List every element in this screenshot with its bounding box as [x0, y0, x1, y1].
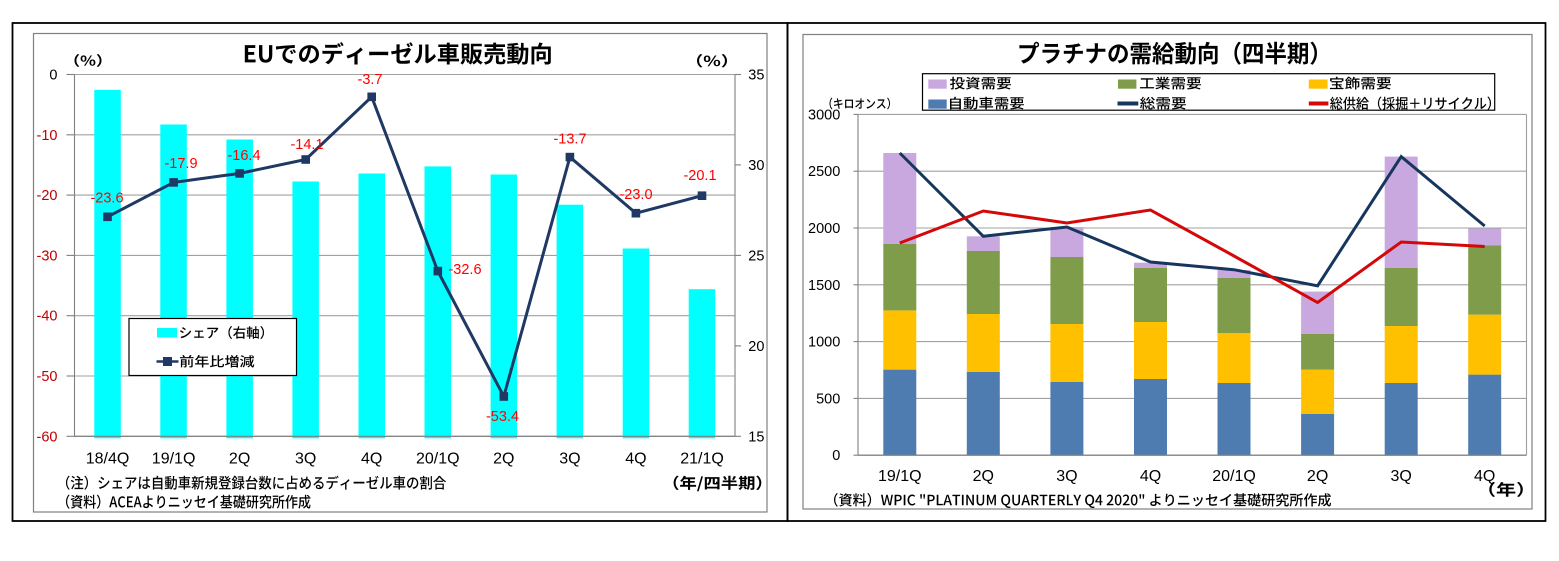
svg-text:500: 500 [816, 391, 840, 407]
svg-text:4Q: 4Q [1474, 468, 1495, 485]
svg-text:2000: 2000 [808, 221, 840, 237]
svg-text:2500: 2500 [808, 164, 840, 180]
svg-text:18/4Q: 18/4Q [86, 451, 130, 468]
svg-text:3Q: 3Q [559, 451, 580, 468]
svg-text:-40: -40 [37, 309, 58, 325]
svg-text:3Q: 3Q [1391, 468, 1412, 485]
svg-text:-10: -10 [37, 128, 58, 144]
svg-text:20: 20 [748, 339, 764, 355]
svg-text:2Q: 2Q [1307, 468, 1328, 485]
svg-text:-23.0: -23.0 [619, 187, 652, 203]
svg-text:-13.7: -13.7 [553, 132, 586, 148]
svg-text:-30: -30 [37, 248, 58, 264]
svg-text:20/1Q: 20/1Q [1212, 468, 1256, 485]
svg-text:19/1Q: 19/1Q [152, 451, 196, 468]
svg-text:15: 15 [748, 429, 764, 445]
svg-text:-16.4: -16.4 [227, 148, 260, 164]
svg-text:4Q: 4Q [625, 451, 646, 468]
svg-text:30: 30 [748, 158, 764, 174]
svg-text:0: 0 [49, 68, 57, 84]
svg-text:2Q: 2Q [493, 451, 514, 468]
svg-text:-14.1: -14.1 [290, 137, 323, 153]
svg-text:-60: -60 [37, 429, 58, 445]
svg-text:-53.4: -53.4 [486, 409, 519, 425]
svg-text:35: 35 [748, 68, 764, 84]
svg-text:-20.1: -20.1 [683, 168, 716, 184]
svg-text:3000: 3000 [808, 107, 840, 123]
svg-text:3Q: 3Q [295, 451, 316, 468]
svg-text:2Q: 2Q [973, 468, 994, 485]
svg-text:21/1Q: 21/1Q [680, 451, 724, 468]
svg-text:2Q: 2Q [229, 451, 250, 468]
svg-text:4Q: 4Q [1140, 468, 1161, 485]
svg-text:20/1Q: 20/1Q [416, 451, 460, 468]
svg-text:-20: -20 [37, 188, 58, 204]
svg-text:1500: 1500 [808, 278, 840, 294]
svg-text:3Q: 3Q [1056, 468, 1077, 485]
svg-text:0: 0 [832, 448, 840, 464]
svg-text:19/1Q: 19/1Q [878, 468, 922, 485]
svg-text:-17.9: -17.9 [164, 156, 197, 172]
svg-text:-23.6: -23.6 [90, 191, 123, 207]
svg-text:4Q: 4Q [361, 451, 382, 468]
svg-text:-3.7: -3.7 [358, 72, 383, 88]
svg-text:1000: 1000 [808, 335, 840, 351]
svg-text:25: 25 [748, 248, 764, 264]
svg-text:-32.6: -32.6 [448, 262, 481, 278]
svg-text:-50: -50 [37, 369, 58, 385]
